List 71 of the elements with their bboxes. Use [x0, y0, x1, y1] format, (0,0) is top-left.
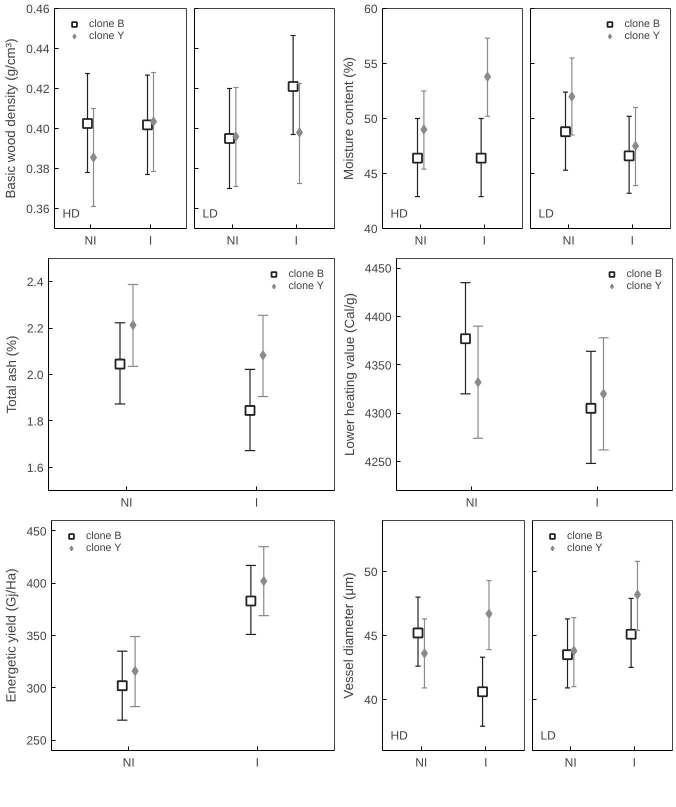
- y-tick-label: 60: [364, 2, 378, 16]
- y-tick-label: 0.40: [26, 122, 50, 136]
- legend-label: clone Y: [86, 542, 122, 554]
- y-axis-title: Basic wood density (g/cm³): [3, 38, 18, 198]
- y-tick-label: 40: [364, 692, 378, 707]
- y-tick-label: 45: [364, 629, 378, 643]
- y-axis-title: Energetic yield (Gj/Ha): [3, 568, 18, 703]
- annotation: LD: [538, 206, 554, 220]
- x-tick-label: I: [294, 234, 298, 248]
- y-tick-label: 250: [26, 734, 47, 748]
- legend-label: clone B: [624, 18, 660, 30]
- x-tick-label: NI: [84, 234, 96, 248]
- y-tick-label: 50: [364, 112, 378, 126]
- x-tick-label: I: [596, 496, 599, 510]
- x-tick-label: I: [482, 234, 486, 248]
- y-tick-label: 4400: [364, 310, 392, 324]
- annotation: LD: [202, 206, 218, 220]
- legend-label: clone Y: [624, 30, 660, 42]
- x-tick-label: I: [632, 756, 636, 770]
- legend-label: clone B: [89, 18, 125, 30]
- x-tick-label: NI: [562, 234, 575, 248]
- x-tick-label: I: [254, 496, 258, 510]
- y-tick-label: 2.4: [26, 275, 44, 290]
- y-tick-label: 0.42: [26, 82, 50, 96]
- y-tick-label: 1.6: [26, 460, 44, 475]
- legend-label: clone B: [86, 530, 122, 542]
- y-tick-label: 4450: [364, 262, 392, 276]
- legend-label: clone B: [567, 530, 603, 542]
- y-axis-title: Vessel diameter (μm): [341, 572, 356, 699]
- annotation: HD: [62, 206, 80, 220]
- y-tick-label: 2.2: [26, 322, 44, 336]
- y-tick-label: 350: [26, 629, 47, 643]
- y-tick-label: 0.46: [26, 2, 50, 16]
- x-tick-label: NI: [226, 234, 239, 248]
- y-tick-label: 0.36: [26, 202, 50, 216]
- y-tick-label: 400: [26, 576, 47, 591]
- x-tick-label: I: [148, 234, 152, 248]
- x-tick-label: NI: [466, 496, 478, 510]
- y-tick-label: 0.44: [26, 42, 50, 56]
- x-tick-label: I: [256, 756, 259, 770]
- annotation: HD: [390, 728, 408, 742]
- x-tick-label: NI: [414, 234, 427, 248]
- x-tick-label: I: [630, 234, 634, 248]
- y-tick-label: 300: [26, 681, 47, 696]
- y-tick-label: 4250: [364, 455, 392, 469]
- y-tick-label: 50: [364, 565, 378, 580]
- y-tick-label: 40: [364, 222, 378, 236]
- annotation: LD: [540, 728, 556, 742]
- legend-label: clone Y: [567, 542, 602, 554]
- legend-label: clone Y: [89, 30, 124, 42]
- x-tick-label: I: [484, 756, 488, 770]
- legend-label: clone B: [626, 268, 662, 280]
- x-tick-label: NI: [120, 496, 132, 510]
- legend-label: clone Y: [288, 280, 324, 292]
- y-tick-label: 45: [364, 167, 378, 181]
- annotation: HD: [390, 206, 408, 220]
- y-tick-label: 4300: [364, 406, 392, 421]
- y-tick-label: 4350: [364, 358, 392, 372]
- x-tick-label: NI: [122, 756, 135, 770]
- y-axis-title: Moisture content (%): [341, 57, 356, 180]
- y-tick-label: 0.38: [26, 162, 50, 176]
- y-tick-label: 450: [26, 524, 47, 538]
- y-tick-label: 2.0: [26, 368, 44, 382]
- legend-label: clone B: [288, 268, 324, 280]
- x-tick-label: NI: [564, 756, 577, 770]
- y-tick-label: 55: [364, 57, 378, 71]
- legend-label: clone Y: [626, 280, 662, 292]
- x-tick-label: NI: [415, 756, 428, 770]
- y-axis-title: Lower heating value (Cal/g): [342, 292, 357, 456]
- y-tick-label: 1.8: [26, 414, 44, 428]
- y-axis-title: Total ash (%): [4, 336, 19, 414]
